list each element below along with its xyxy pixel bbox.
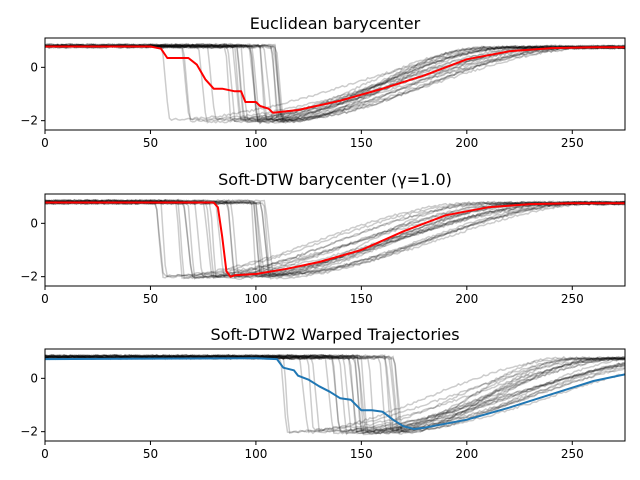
background-trajectory — [45, 200, 625, 276]
plot-area — [45, 42, 625, 125]
subplot-title: Soft-DTW2 Warped Trajectories — [210, 325, 459, 344]
background-trajectory — [45, 353, 625, 435]
background-trajectory — [45, 354, 625, 435]
y-tick-label: −2 — [20, 114, 38, 128]
x-tick-label: 0 — [41, 136, 49, 150]
x-tick-label: 50 — [143, 447, 158, 461]
x-tick-label: 100 — [244, 292, 267, 306]
background-trajectory — [45, 201, 625, 278]
background-trajectory — [45, 44, 625, 123]
background-trajectory — [45, 44, 625, 123]
background-trajectory — [45, 200, 625, 279]
subplot-3: Soft-DTW2 Warped Trajectories 0 50 100 150 20… — [20, 325, 626, 461]
background-trajectory — [45, 201, 625, 277]
background-trajectory — [45, 354, 625, 436]
background-trajectory — [45, 354, 625, 435]
background-trajectory — [45, 354, 625, 434]
axes-frame — [44, 193, 626, 287]
subplot-2: Soft-DTW barycenter (γ=1.0) 0 50 100 150 200 2… — [20, 170, 626, 306]
x-tick-label: 150 — [350, 292, 373, 306]
background-trajectory — [45, 353, 625, 433]
background-trajectory — [45, 354, 625, 435]
background-trajectory — [45, 200, 625, 278]
background-trajectory — [45, 43, 625, 124]
barycenter-line — [45, 357, 625, 430]
y-tick-label: 0 — [30, 60, 38, 74]
background-trajectory — [45, 354, 625, 434]
background-trajectory — [45, 355, 625, 432]
background-trajectory — [45, 199, 625, 278]
background-trajectory — [45, 44, 625, 121]
background-trajectory — [45, 355, 625, 435]
background-trajectory — [45, 355, 625, 435]
x-tick-label: 250 — [561, 136, 584, 150]
background-trajectory — [45, 43, 625, 125]
x-tick-label: 250 — [561, 447, 584, 461]
x-tick-label: 100 — [244, 136, 267, 150]
plot-area — [45, 353, 625, 436]
background-trajectory — [45, 354, 625, 432]
background-trajectory — [45, 354, 625, 434]
x-tick-label: 50 — [143, 292, 158, 306]
axes-frame — [44, 348, 626, 442]
barycenter-line — [45, 201, 625, 278]
x-tick-label: 50 — [143, 136, 158, 150]
background-trajectory — [45, 199, 625, 278]
y-tick-label: −2 — [20, 270, 38, 284]
plot-area — [45, 198, 625, 280]
x-tick-label: 150 — [350, 136, 373, 150]
background-trajectory — [45, 354, 625, 432]
background-trajectory — [45, 198, 625, 278]
y-tick-label: −2 — [20, 425, 38, 439]
background-trajectory — [45, 354, 625, 432]
background-trajectory — [45, 356, 625, 434]
x-tick-label: 200 — [455, 292, 478, 306]
x-tick-label: 100 — [244, 447, 267, 461]
background-trajectory — [45, 200, 625, 278]
y-tick-label: 0 — [30, 371, 38, 385]
x-tick-label: 250 — [561, 292, 584, 306]
barycenter-line — [45, 45, 625, 114]
background-trajectory — [45, 353, 625, 434]
subplot-title: Euclidean barycenter — [250, 14, 421, 33]
background-trajectory — [45, 353, 625, 433]
x-tick-label: 200 — [455, 136, 478, 150]
background-trajectory — [45, 199, 625, 279]
x-tick-label: 0 — [41, 292, 49, 306]
x-tick-label: 150 — [350, 447, 373, 461]
background-trajectory — [45, 43, 625, 124]
y-tick-label: 0 — [30, 216, 38, 230]
subplot-title: Soft-DTW barycenter (γ=1.0) — [218, 170, 452, 189]
background-trajectory — [45, 355, 625, 433]
x-tick-label: 0 — [41, 447, 49, 461]
background-trajectory — [45, 354, 625, 433]
background-trajectory — [45, 201, 625, 279]
x-tick-label: 200 — [455, 447, 478, 461]
axes-frame — [44, 37, 626, 131]
background-trajectory — [45, 43, 625, 121]
background-trajectory — [45, 355, 625, 433]
